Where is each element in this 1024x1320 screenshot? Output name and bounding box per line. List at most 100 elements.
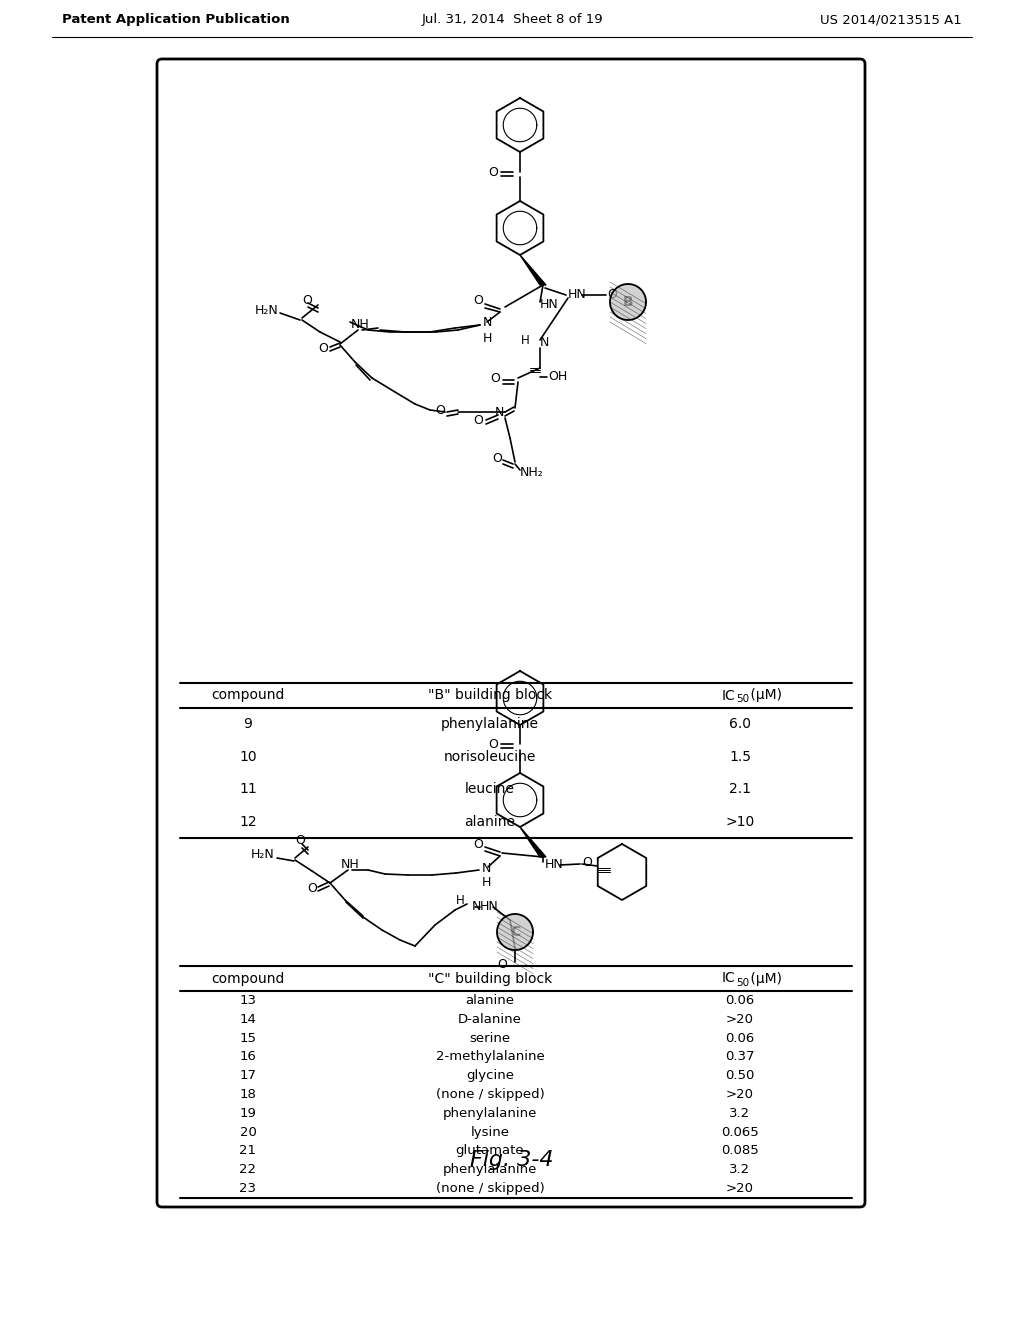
Text: (none / skipped): (none / skipped) [435,1183,545,1195]
Text: C: C [510,925,520,939]
Polygon shape [610,284,646,319]
Text: glutamate: glutamate [456,1144,524,1158]
Text: OH: OH [548,371,567,384]
Text: 14: 14 [240,1012,256,1026]
Text: norisoleucine: norisoleucine [443,750,537,764]
Text: O: O [493,451,502,465]
Text: H: H [481,875,490,888]
Text: O: O [435,404,445,417]
Text: US 2014/0213515 A1: US 2014/0213515 A1 [820,13,962,26]
Text: Patent Application Publication: Patent Application Publication [62,13,290,26]
Text: 0.50: 0.50 [725,1069,755,1082]
Text: 0.06: 0.06 [725,994,755,1007]
Text: O: O [318,342,328,355]
Text: 10: 10 [240,750,257,764]
Text: >20: >20 [726,1012,754,1026]
Text: >10: >10 [725,814,755,829]
Text: 0.37: 0.37 [725,1051,755,1064]
Text: (μM): (μM) [746,689,782,702]
Text: 13: 13 [240,994,256,1007]
Text: 23: 23 [240,1183,256,1195]
Text: "B" building block: "B" building block [428,689,552,702]
Polygon shape [520,255,546,285]
Text: serine: serine [469,1031,511,1044]
Text: N: N [540,335,549,348]
Text: 0.065: 0.065 [721,1126,759,1139]
Text: 2.1: 2.1 [729,783,751,796]
Text: 19: 19 [240,1106,256,1119]
Text: Jul. 31, 2014  Sheet 8 of 19: Jul. 31, 2014 Sheet 8 of 19 [421,13,603,26]
Text: H₂N: H₂N [251,849,275,862]
Text: O: O [582,855,592,869]
Text: H: H [457,894,465,907]
Text: alanine: alanine [465,814,515,829]
Text: 12: 12 [240,814,257,829]
Text: 50: 50 [736,978,750,987]
Text: HN: HN [545,858,564,871]
Text: O: O [307,882,317,895]
Text: D-alanine: D-alanine [458,1012,522,1026]
Text: NH: NH [341,858,360,871]
Text: 50: 50 [736,694,750,705]
Text: (none / skipped): (none / skipped) [435,1088,545,1101]
Text: 21: 21 [240,1144,256,1158]
Text: HN: HN [568,289,587,301]
Text: O: O [473,837,483,850]
Text: 11: 11 [240,783,257,796]
Text: (μM): (μM) [746,972,782,986]
Text: IC: IC [722,972,736,986]
Text: 3.2: 3.2 [729,1106,751,1119]
Text: 16: 16 [240,1051,256,1064]
Text: 20: 20 [240,1126,256,1139]
Text: phenylalanine: phenylalanine [442,1106,538,1119]
Text: H: H [482,331,492,345]
Text: glycine: glycine [466,1069,514,1082]
Text: leucine: leucine [465,783,515,796]
Text: 1.5: 1.5 [729,750,751,764]
Text: NH₂: NH₂ [520,466,544,479]
Text: O: O [473,293,483,306]
Text: phenylalanine: phenylalanine [441,717,539,731]
Text: O: O [302,293,312,306]
Text: 0.06: 0.06 [725,1031,755,1044]
Text: O: O [607,289,616,301]
Text: O: O [295,834,305,847]
Text: 0.085: 0.085 [721,1144,759,1158]
Text: 9: 9 [244,717,253,731]
Text: >20: >20 [726,1088,754,1101]
Text: phenylalanine: phenylalanine [442,1163,538,1176]
Text: B: B [623,294,633,309]
Text: HN: HN [540,297,559,310]
Text: N: N [482,317,492,330]
Text: O: O [473,413,483,426]
Text: 17: 17 [240,1069,256,1082]
Text: O: O [497,958,507,972]
Text: Fig. 3-4: Fig. 3-4 [470,1150,554,1170]
Text: 2-methylalanine: 2-methylalanine [435,1051,545,1064]
Text: compound: compound [211,689,285,702]
Text: H: H [521,334,530,346]
Text: 22: 22 [240,1163,256,1176]
Text: 6.0: 6.0 [729,717,751,731]
Polygon shape [520,828,546,857]
Text: alanine: alanine [466,994,514,1007]
Text: 18: 18 [240,1088,256,1101]
Text: O: O [488,165,498,178]
Text: N: N [481,862,490,874]
Text: NH: NH [351,318,370,331]
Text: lysine: lysine [470,1126,510,1139]
Text: N: N [495,407,504,420]
Text: H₂N: H₂N [254,304,278,317]
Polygon shape [497,913,534,950]
Text: 3.2: 3.2 [729,1163,751,1176]
Text: compound: compound [211,972,285,986]
FancyBboxPatch shape [157,59,865,1206]
Text: IC: IC [722,689,736,702]
Text: 15: 15 [240,1031,256,1044]
Text: O: O [490,371,500,384]
Text: N: N [472,900,481,913]
Text: "C" building block: "C" building block [428,972,552,986]
Text: O: O [488,738,498,751]
Text: >20: >20 [726,1183,754,1195]
Text: HN: HN [480,900,499,913]
